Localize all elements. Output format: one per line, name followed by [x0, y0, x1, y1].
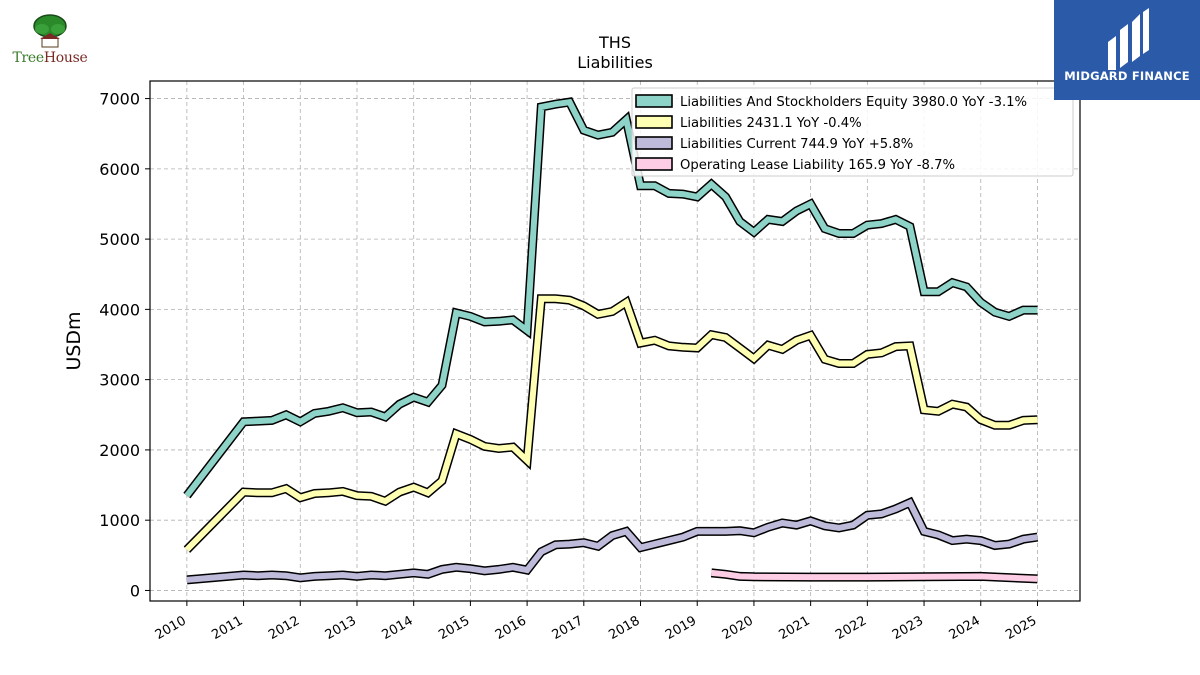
x-tick-label: 2021: [776, 613, 812, 643]
x-tick-label: 2010: [153, 613, 189, 643]
legend-box: [631, 87, 1074, 177]
x-tick-label: 2024: [947, 613, 983, 643]
x-tick-label: 2016: [493, 613, 529, 643]
x-tick-label: 2012: [266, 613, 302, 643]
chart-title: THS: [598, 33, 631, 52]
y-tick-label: 4000: [99, 300, 140, 319]
x-tick-label: 2023: [890, 613, 926, 643]
tree-icon: [33, 14, 67, 48]
x-tick-label: 2011: [209, 613, 245, 643]
y-tick-label: 6000: [99, 160, 140, 179]
x-tick-label: 2020: [720, 613, 756, 643]
x-tick-label: 2014: [380, 613, 416, 643]
y-tick-label: 7000: [99, 90, 140, 109]
midgard-finance-logo: MIDGARD FINANCE: [1054, 0, 1200, 100]
y-tick-label: 1000: [99, 511, 140, 530]
legend-label: Liabilities 2431.1 YoY -0.4%: [680, 116, 862, 131]
series-outline-liabilities-current: [186, 496, 1039, 585]
midgard-wordmark: MIDGARD FINANCE: [1064, 69, 1190, 83]
legend-label: Liabilities Current 744.9 YoY +5.8%: [680, 137, 913, 152]
legend: Liabilities And Stockholders Equity 3980…: [631, 87, 1074, 177]
treehouse-wordmark: TreeHouse: [4, 50, 96, 66]
plot-frame: [149, 80, 1081, 602]
y-tick-label: 3000: [99, 371, 140, 390]
series-line-liabilities-current: [186, 498, 1038, 583]
legend-swatch: [635, 115, 673, 129]
legend-swatch: [635, 94, 673, 108]
x-tick-label: 2018: [606, 613, 642, 643]
series-line-operating-lease-liability: [711, 569, 1038, 582]
treehouse-logo: TreeHouse: [4, 6, 96, 72]
legend-swatch: [635, 136, 673, 150]
legend-label: Operating Lease Liability 165.9 YoY -8.7…: [680, 158, 955, 173]
logo-word-house: House: [43, 50, 88, 66]
x-tick-label: 2017: [550, 613, 586, 643]
x-tick-label: 2015: [436, 613, 472, 643]
x-tick-label: 2013: [323, 613, 359, 643]
chart-subtitle: Liabilities: [577, 53, 653, 72]
y-tick-label: 5000: [99, 230, 140, 249]
midgard-emblem-icon: [1108, 8, 1149, 70]
x-tick-label: 2019: [663, 613, 699, 643]
legend-label: Liabilities And Stockholders Equity 3980…: [680, 95, 1027, 110]
logo-word-tree: Tree: [12, 50, 44, 66]
legend-swatch: [635, 157, 673, 171]
x-tick-label: 2022: [833, 613, 869, 643]
y-tick-label: 0: [130, 581, 140, 600]
x-tick-label: 2025: [1003, 613, 1039, 643]
series-line-liabilities: [184, 295, 1038, 552]
y-axis-label: USDm: [63, 311, 85, 370]
y-tick-label: 2000: [99, 441, 140, 460]
